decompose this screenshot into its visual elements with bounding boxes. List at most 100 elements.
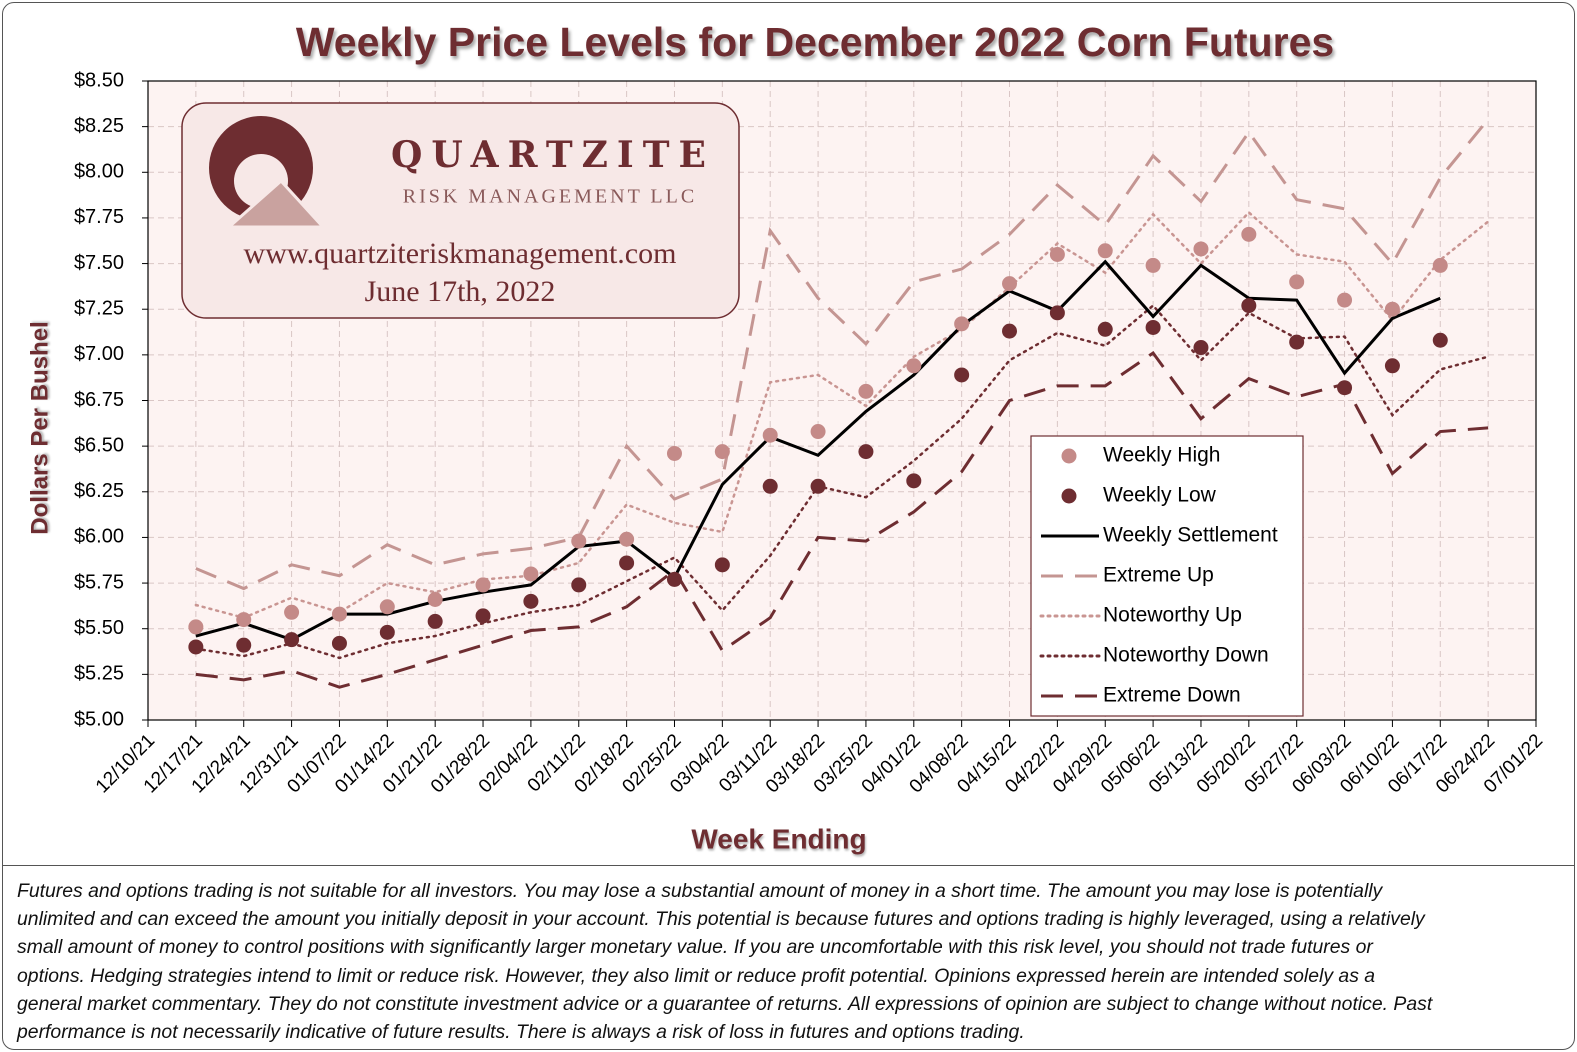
marker (666, 445, 682, 461)
line (194, 210, 1490, 620)
marker (1002, 276, 1018, 292)
y-tick-label: $6.25 (74, 480, 124, 502)
marker (331, 606, 347, 622)
marker (1145, 319, 1161, 335)
y-tick-label: $7.00 (74, 343, 124, 365)
marker (1432, 257, 1448, 273)
disclaimer-line: general market commentary. They do not c… (17, 992, 1433, 1015)
marker (284, 632, 300, 648)
marker (906, 473, 922, 489)
marker (1097, 243, 1113, 259)
disclaimer: Futures and options trading is not suita… (3, 865, 1574, 1049)
legend-label: Extreme Down (1103, 684, 1241, 707)
marker (714, 557, 730, 573)
logo-box: QUARTZITE RISK MANAGEMENT LLC www.quartz… (181, 102, 740, 319)
legend-label: Extreme Up (1103, 564, 1214, 587)
marker (1241, 298, 1257, 314)
y-tick-label: $5.00 (74, 708, 124, 730)
y-axis-label: Dollars Per Bushel (26, 321, 53, 534)
marker (1289, 334, 1305, 350)
marker (1145, 257, 1161, 273)
marker (858, 444, 874, 460)
logo-frame (181, 102, 740, 319)
marker (954, 367, 970, 383)
marker (1241, 226, 1257, 242)
marker (1002, 323, 1018, 339)
y-tick-label: $7.75 (74, 206, 124, 228)
line (194, 303, 1490, 660)
marker (188, 639, 204, 655)
marker (379, 599, 395, 615)
marker (1049, 305, 1065, 321)
marker (1289, 274, 1305, 290)
marker (666, 571, 682, 587)
marker (284, 604, 300, 620)
y-tick-label: $7.25 (74, 297, 124, 319)
marker (571, 577, 587, 593)
line (195, 118, 1490, 591)
marker (1337, 292, 1353, 308)
y-tick-label: $7.50 (74, 252, 124, 274)
marker (762, 478, 778, 494)
chart: Weekly Price Levels for December 2022 Co… (26, 19, 1547, 855)
marker (475, 577, 491, 593)
marker (619, 531, 635, 547)
marker (188, 619, 204, 635)
marker (714, 444, 730, 460)
marker (810, 478, 826, 494)
marker (523, 593, 539, 609)
logo-name: QUARTZITE (391, 134, 715, 176)
y-tick-label: $6.50 (74, 434, 124, 456)
marker (1384, 358, 1400, 374)
marker (954, 316, 970, 332)
logo-mountain (225, 178, 327, 229)
y-tick-label: $6.00 (74, 526, 124, 548)
marker (858, 383, 874, 399)
marker (1384, 301, 1400, 317)
legend-label: Noteworthy Down (1103, 644, 1269, 667)
marker (1432, 332, 1448, 348)
marker (236, 612, 252, 628)
legend-marker (1061, 448, 1077, 464)
disclaimer-line: performance is not necessarily indicativ… (17, 1021, 1025, 1044)
marker (427, 592, 443, 608)
disclaimer-line: options. Hedging strategies intend to li… (17, 964, 1376, 987)
plot-border (147, 80, 1537, 721)
legend-label: Noteworthy Up (1103, 604, 1242, 627)
logo-url: www.quartziteriskmanagement.com (244, 237, 677, 270)
logo-tagline: RISK MANAGEMENT LLC (403, 186, 697, 208)
marker (1097, 321, 1113, 337)
marker (762, 427, 778, 443)
logo-date: June 17th, 2022 (365, 275, 556, 308)
y-tick-label: $8.25 (74, 115, 124, 137)
marker (619, 555, 635, 571)
disclaimer-line: unlimited and can exceed the amount you … (17, 908, 1425, 931)
marker (427, 613, 443, 629)
marker (571, 533, 587, 549)
line (195, 259, 1441, 642)
legend-label: Weekly High (1103, 444, 1221, 467)
marker (523, 566, 539, 582)
marker (331, 635, 347, 651)
y-tick-label: $5.75 (74, 571, 124, 593)
x-axis-label: Week Ending (691, 823, 866, 854)
marker (236, 637, 252, 653)
marker (475, 608, 491, 624)
marker (1193, 340, 1209, 356)
legend-label: Weekly Low (1103, 484, 1217, 507)
marker (1337, 380, 1353, 396)
legend-label: Weekly Settlement (1103, 524, 1278, 547)
marker (379, 624, 395, 640)
y-tick-label: $6.75 (74, 389, 124, 411)
disclaimer-line: small amount of money to control positio… (17, 936, 1373, 959)
chart-title: Weekly Price Levels for December 2022 Co… (296, 19, 1334, 65)
y-tick-label: $8.00 (74, 161, 124, 183)
legend-marker (1061, 488, 1077, 504)
disclaimer-line: Futures and options trading is not suita… (17, 880, 1383, 902)
marker (1049, 246, 1065, 262)
marker (1193, 241, 1209, 257)
y-tick-label: $8.50 (74, 69, 124, 91)
y-tick-label: $5.25 (74, 663, 124, 685)
marker (810, 424, 826, 440)
